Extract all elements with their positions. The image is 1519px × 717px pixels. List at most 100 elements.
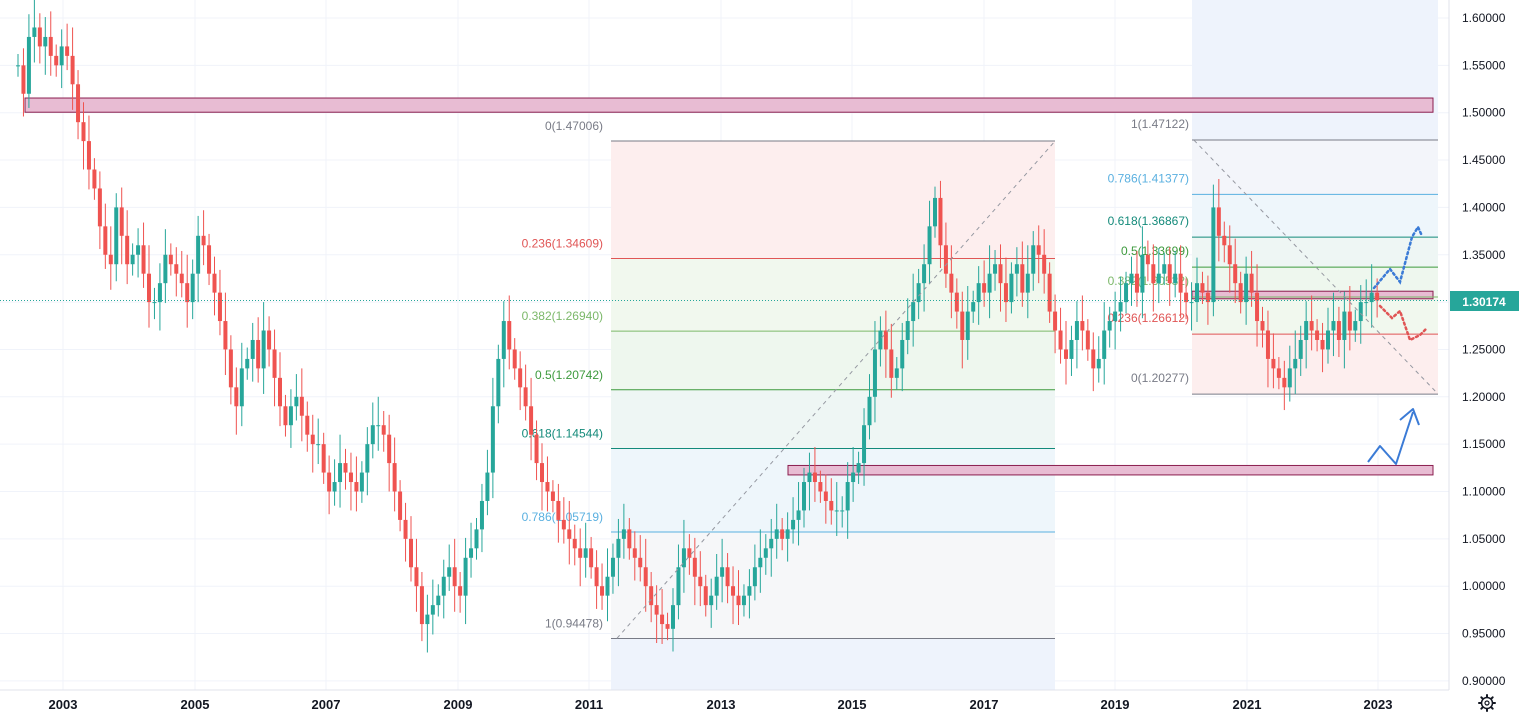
y-tick-label: 1.40000 <box>1462 200 1506 214</box>
candle-body <box>687 548 692 558</box>
fib-band <box>611 448 1055 533</box>
last-price-label: 1.30174 <box>1462 295 1506 309</box>
y-tick-label: 1.00000 <box>1462 579 1506 593</box>
fib-level-label: 1(1.47122) <box>1131 117 1189 131</box>
candle-body <box>1009 273 1014 303</box>
candle-body <box>1025 273 1030 293</box>
y-axis[interactable]: 1.60000 1.55000 1.50000 1.45000 1.40000 1.350… <box>1448 0 1506 690</box>
candle-body <box>736 595 741 606</box>
candle-body <box>589 548 594 568</box>
projection-bearish-dotted <box>1378 304 1428 342</box>
candle-body <box>1304 321 1309 340</box>
x-tick-label: 2005 <box>181 697 210 712</box>
candle-body <box>1211 207 1216 303</box>
fib-band <box>611 258 1055 332</box>
candle-body <box>1195 283 1199 303</box>
fibonacci-levels: 0(1.47006) 0.236(1.34609) 0.382(1.26940) 0.… <box>522 117 1438 639</box>
candle-body <box>414 567 419 587</box>
candle-body <box>894 368 899 378</box>
candle-body <box>1358 302 1363 322</box>
candle-body <box>452 567 457 587</box>
candle-body <box>911 302 916 322</box>
arrow-head-icon <box>1399 408 1420 426</box>
candle-body <box>900 339 905 369</box>
candle-body <box>245 358 250 369</box>
fib-trend-line <box>616 140 1056 639</box>
candle-body <box>458 586 463 596</box>
candle-body <box>512 349 517 369</box>
candle-body <box>1053 311 1058 331</box>
candle-body <box>993 264 998 274</box>
fib-level-label: 0.786(1.05719) <box>522 510 603 524</box>
candle-body <box>1298 339 1303 359</box>
candle-body <box>234 387 239 407</box>
candle-body <box>758 557 763 568</box>
candle-body <box>398 491 403 520</box>
candle-body <box>92 169 97 189</box>
candle-body <box>65 46 70 56</box>
candle-body <box>447 567 452 577</box>
candle-body <box>654 605 659 615</box>
candle-body <box>441 576 446 596</box>
candle-body <box>747 586 752 596</box>
fib-level-label: 0.5(1.33699) <box>1121 244 1189 258</box>
candle-body <box>359 472 364 492</box>
candle-body <box>283 406 288 426</box>
x-axis[interactable]: 2003 2005 2007 2009 2011 2013 2015 2017 2019 2021… <box>0 689 1449 712</box>
candle-body <box>387 434 392 464</box>
candle-body <box>1205 292 1210 303</box>
candle-body <box>572 538 577 549</box>
candle-body <box>731 586 736 596</box>
candle-body <box>157 283 162 303</box>
y-tick-label: 1.15000 <box>1462 437 1506 451</box>
candle-body <box>916 283 921 303</box>
candle-body <box>81 122 86 142</box>
candle-body <box>616 538 621 558</box>
candle-body <box>163 254 168 284</box>
candle-body <box>807 472 812 483</box>
fib-band <box>611 331 1055 390</box>
x-tick-label: 2017 <box>970 697 999 712</box>
candlesticks <box>16 0 1380 653</box>
candle-body <box>600 586 605 596</box>
candle-body <box>321 444 326 473</box>
candle-body <box>201 235 206 246</box>
y-tick-label: 1.10000 <box>1462 485 1506 499</box>
candle-body <box>1216 207 1221 236</box>
candle-body <box>1189 302 1194 304</box>
candle-body <box>681 548 686 568</box>
candle-body <box>54 55 59 66</box>
candle-body <box>905 321 910 340</box>
settings-gear-icon[interactable] <box>1478 694 1496 712</box>
candle-body <box>1129 273 1134 284</box>
candle-body <box>1047 273 1052 312</box>
projection-bullish-dotted <box>1372 224 1424 290</box>
candle-body <box>179 273 184 284</box>
candle-body <box>610 557 615 577</box>
candle-body <box>1140 254 1145 293</box>
candle-body <box>174 264 179 274</box>
candle-body <box>1162 264 1167 274</box>
candle-body <box>70 55 75 85</box>
candle-body <box>16 65 20 67</box>
candle-body <box>267 330 272 350</box>
candle-body <box>1124 283 1129 303</box>
x-tick-label: 2007 <box>312 697 341 712</box>
candle-body <box>889 349 894 378</box>
candle-body <box>1156 273 1161 284</box>
candle-body <box>1249 273 1254 293</box>
x-tick-label: 2015 <box>838 697 867 712</box>
candle-body <box>785 529 790 539</box>
candle-body <box>583 548 588 558</box>
candle-body <box>196 235 201 274</box>
fibonacci-backgrounds <box>611 0 1438 690</box>
candle-body <box>1031 245 1036 274</box>
y-tick-label: 1.25000 <box>1462 342 1506 356</box>
candle-body <box>632 548 637 558</box>
candle-body <box>1145 254 1150 265</box>
candle-body <box>1244 273 1249 303</box>
zone-rect <box>787 464 1434 476</box>
candle-body <box>147 273 151 303</box>
candle-body <box>960 311 965 340</box>
